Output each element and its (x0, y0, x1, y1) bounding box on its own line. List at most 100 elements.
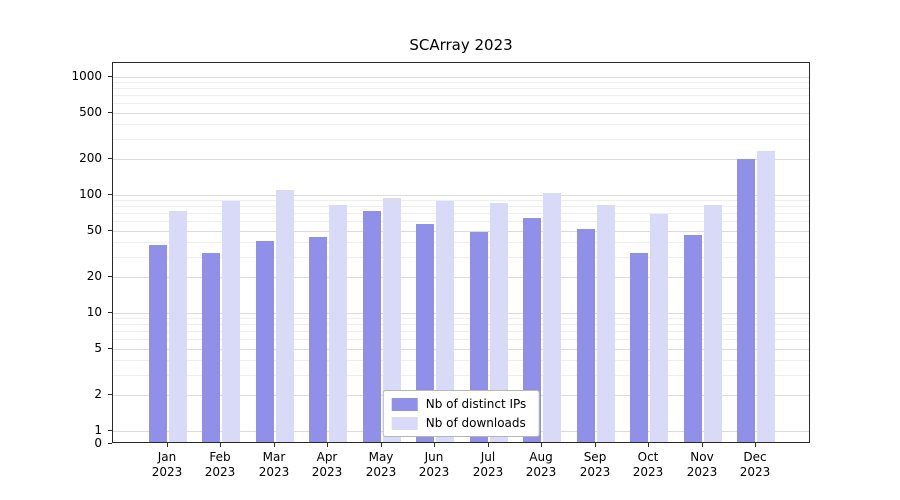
bar-downloads-jul (490, 203, 508, 442)
gridline (113, 231, 809, 232)
x-tick-label: Mar 2023 (258, 450, 290, 479)
x-tick-label: Dec 2023 (739, 450, 771, 479)
bar-ips-may (363, 211, 381, 442)
y-tick (108, 158, 112, 159)
x-tick-label: Apr 2023 (311, 450, 343, 479)
bar-ips-mar (256, 241, 274, 442)
x-tick-label: May 2023 (365, 450, 397, 479)
x-tick (541, 443, 542, 447)
y-tick-label: 1 (94, 423, 102, 437)
gridline (113, 95, 809, 96)
y-tick (108, 443, 112, 444)
gridline (113, 88, 809, 89)
bar-ips-jun (416, 224, 434, 442)
x-tick-label: Feb 2023 (204, 450, 236, 479)
bar-ips-dec (737, 159, 755, 442)
x-tick (381, 443, 382, 447)
bar-ips-jul (470, 232, 488, 442)
x-tick-label: Jun 2023 (418, 450, 450, 479)
y-tick (108, 394, 112, 395)
legend-swatch-ips (391, 397, 418, 411)
gridline (113, 159, 809, 160)
bar-downloads-jun (436, 201, 454, 442)
bar-downloads-jan (169, 211, 187, 442)
y-tick (108, 312, 112, 313)
bar-downloads-sep (597, 205, 615, 442)
gridline (113, 82, 809, 83)
legend-label-downloads: Nb of downloads (425, 416, 526, 430)
gridline (113, 318, 809, 319)
y-tick-label: 100 (79, 187, 102, 201)
gridline (113, 313, 809, 314)
bar-downloads-may (383, 198, 401, 442)
gridline (113, 200, 809, 201)
gridline (113, 113, 809, 114)
gridline (113, 213, 809, 214)
y-tick (108, 194, 112, 195)
bar-downloads-mar (276, 190, 294, 442)
legend-swatch-downloads (391, 416, 418, 430)
x-tick (702, 443, 703, 447)
x-tick (274, 443, 275, 447)
y-tick-label: 500 (79, 105, 102, 119)
y-tick-label: 10 (86, 305, 102, 319)
x-tick-label: Oct 2023 (632, 450, 664, 479)
plot-area: Nb of distinct IPs Nb of downloads (112, 62, 810, 443)
y-tick (108, 230, 112, 231)
bar-downloads-nov (704, 205, 722, 442)
bar-ips-sep (577, 229, 595, 442)
gridline (113, 349, 809, 350)
gridline (113, 257, 809, 258)
gridline (113, 103, 809, 104)
bar-ips-nov (684, 235, 702, 442)
y-tick (108, 348, 112, 349)
y-tick-label: 20 (86, 269, 102, 283)
bar-downloads-aug (543, 193, 561, 442)
gridline (113, 339, 809, 340)
y-tick (108, 430, 112, 431)
gridline (113, 77, 809, 78)
chart-title: SCArray 2023 (409, 36, 513, 54)
x-tick (488, 443, 489, 447)
y-tick (108, 112, 112, 113)
bar-ips-feb (202, 253, 220, 442)
gridline (113, 124, 809, 125)
y-tick-label: 2 (94, 387, 102, 401)
gridline (113, 324, 809, 325)
x-tick (327, 443, 328, 447)
gridline (113, 221, 809, 222)
gridline (113, 277, 809, 278)
x-tick (595, 443, 596, 447)
gridline (113, 331, 809, 332)
legend-label-ips: Nb of distinct IPs (425, 397, 527, 411)
bar-downloads-dec (757, 151, 775, 442)
y-tick (108, 76, 112, 77)
gridline (113, 360, 809, 361)
y-tick-label: 50 (86, 223, 102, 237)
gridline (113, 139, 809, 140)
y-tick-label: 5 (94, 341, 102, 355)
y-tick-label: 200 (79, 151, 102, 165)
bar-ips-oct (630, 253, 648, 442)
x-tick-label: Aug 2023 (525, 450, 557, 479)
y-tick-label: 1000 (71, 69, 102, 83)
bar-ips-aug (523, 218, 541, 442)
x-tick (755, 443, 756, 447)
legend-item-downloads: Nb of downloads (391, 416, 527, 430)
y-tick-label: 0 (94, 436, 102, 450)
x-tick (220, 443, 221, 447)
x-tick-label: Jul 2023 (472, 450, 504, 479)
y-tick (108, 276, 112, 277)
bar-downloads-feb (222, 201, 240, 442)
gridline (113, 375, 809, 376)
gridline (113, 195, 809, 196)
x-tick (434, 443, 435, 447)
x-tick (648, 443, 649, 447)
legend: Nb of distinct IPs Nb of downloads (382, 390, 540, 437)
legend-item-ips: Nb of distinct IPs (391, 397, 527, 411)
x-tick-label: Jan 2023 (151, 450, 183, 479)
gridline (113, 242, 809, 243)
bar-ips-apr (309, 237, 327, 442)
bar-downloads-apr (329, 205, 347, 442)
